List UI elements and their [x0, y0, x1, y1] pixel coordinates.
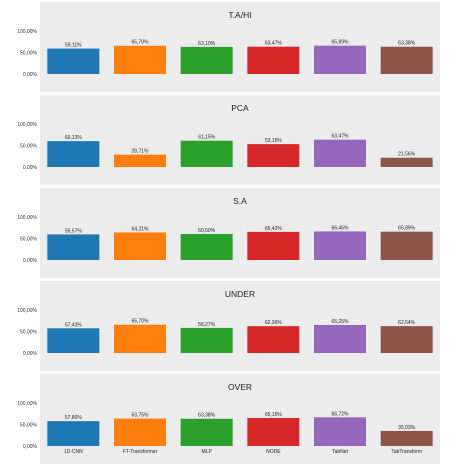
bar-node: [247, 46, 300, 74]
data-label: 61,15%: [198, 135, 216, 141]
data-label: 63,10%: [198, 41, 216, 47]
data-label: 59,57%: [65, 228, 83, 234]
chart-panel-2: PCA 0,00% 50,00% 100,00% 60,13% 28,71% 61,15% 5…: [17, 95, 440, 185]
x-tick-label: MLP: [202, 449, 213, 455]
y-tick-label: 50,00%: [20, 237, 38, 243]
chart-title: PCA: [231, 103, 249, 113]
y-tick-label: 100,00%: [17, 122, 37, 128]
bar-tabnet: [314, 231, 366, 260]
bar-node: [247, 326, 300, 353]
x-tick-label: TabNet: [332, 449, 348, 455]
bar-tabnet: [314, 324, 366, 353]
data-label: 59,11%: [65, 43, 82, 49]
data-label: 65,70%: [132, 319, 150, 325]
data-label: 65,15%: [265, 412, 283, 418]
data-label: 65,89%: [398, 226, 416, 232]
bar-tabnet: [314, 139, 366, 167]
bar-1d-cnn: [47, 141, 100, 167]
y-tick-label: 0,00%: [23, 444, 38, 450]
y-tick-label: 100,00%: [17, 308, 37, 314]
data-label: 62,54%: [398, 320, 416, 326]
data-label: 58,27%: [198, 322, 216, 328]
bar-ft-transformer: [114, 324, 166, 353]
bar-tabtransform: [380, 326, 433, 353]
x-tick-label: NODE: [266, 449, 281, 455]
bar-tabtransform: [380, 157, 433, 167]
y-tick-label: 100,00%: [17, 29, 37, 35]
y-tick-label: 50,00%: [20, 144, 38, 150]
bar-tabtransform: [380, 231, 433, 260]
chart-panel-4: UNDER 0,00% 50,00% 100,00% 57,43% 65,70% 58,27…: [17, 281, 440, 371]
data-label: 63,47%: [265, 41, 283, 47]
plot-background: [40, 2, 440, 92]
y-tick-label: 50,00%: [20, 330, 38, 336]
y-tick-label: 0,00%: [23, 351, 38, 357]
data-label: 63,75%: [132, 413, 150, 419]
plot-background: [40, 188, 440, 278]
data-label: 63,38%: [398, 41, 416, 47]
chart-title: S.A: [233, 196, 247, 206]
data-label: 57,43%: [65, 322, 83, 328]
y-tick-label: 100,00%: [17, 215, 37, 221]
data-label: 65,70%: [132, 40, 150, 46]
bar-ft-transformer: [114, 418, 166, 446]
data-label: 66,45%: [332, 225, 350, 231]
chart-title: UNDER: [225, 289, 255, 299]
bar-node: [247, 144, 300, 167]
data-label: 60,13%: [65, 135, 83, 141]
data-label: 63,38%: [198, 413, 216, 419]
bar-1d-cnn: [47, 48, 100, 74]
data-label: 21,56%: [398, 152, 416, 158]
x-tick-label: FT-Transformer: [123, 449, 158, 455]
y-tick-label: 100,00%: [17, 401, 37, 407]
bar-mlp: [180, 418, 233, 446]
bar-1d-cnn: [47, 234, 100, 260]
data-label: 65,89%: [332, 40, 350, 46]
chart-panel-5: OVER 0,00% 50,00% 100,00% 57,80% 1D-CNN 63,75%…: [17, 374, 440, 464]
bar-mlp: [180, 140, 233, 167]
data-label: 53,15%: [265, 138, 283, 144]
bar-ft-transformer: [114, 45, 166, 74]
bar-tabnet: [314, 417, 366, 446]
data-label: 62,36%: [265, 320, 283, 326]
plot-background: [40, 95, 440, 185]
bar-1d-cnn: [47, 328, 100, 353]
bar-node: [247, 417, 300, 446]
bar-node: [247, 231, 300, 260]
chart-title: OVER: [228, 382, 252, 392]
plot-background: [40, 374, 440, 464]
y-tick-label: 0,00%: [23, 72, 38, 78]
data-label: 63,47%: [332, 134, 350, 140]
chart-panel-3: S.A 0,00% 50,00% 100,00% 59,57% 64,21% 60,50% 6…: [17, 188, 440, 278]
data-label: 66,72%: [332, 411, 350, 417]
y-tick-label: 0,00%: [23, 258, 38, 264]
bar-mlp: [180, 46, 233, 74]
data-label: 57,80%: [65, 415, 83, 421]
data-label: 60,50%: [198, 228, 216, 234]
data-label: 35,03%: [398, 425, 416, 431]
plot-background: [40, 281, 440, 371]
bar-tabtransform: [380, 430, 433, 446]
chart-panel-1: T.A/HI 0,00% 50,00% 100,00% 59,11% 65,70% 63,1…: [17, 2, 440, 92]
bar-ft-transformer: [114, 232, 166, 260]
data-label: 28,71%: [132, 149, 150, 155]
bar-ft-transformer: [114, 154, 166, 167]
bar-mlp: [180, 233, 233, 260]
x-tick-label: 1D-CNN: [64, 449, 83, 455]
bar-mlp: [180, 327, 233, 353]
y-tick-label: 0,00%: [23, 165, 38, 171]
bar-tabtransform: [380, 46, 433, 74]
data-label: 65,25%: [332, 319, 350, 325]
bar-1d-cnn: [47, 421, 100, 446]
bar-tabnet: [314, 45, 366, 74]
y-tick-label: 50,00%: [20, 423, 38, 429]
y-tick-label: 50,00%: [20, 51, 38, 57]
data-label: 64,21%: [132, 226, 150, 232]
data-label: 65,42%: [265, 226, 283, 232]
chart-title: T.A/HI: [228, 10, 251, 20]
x-tick-label: TabTransform: [391, 449, 422, 455]
